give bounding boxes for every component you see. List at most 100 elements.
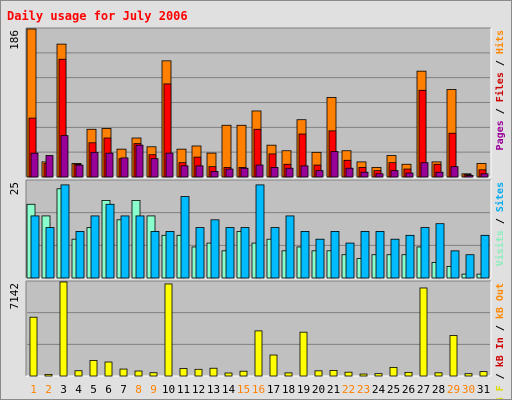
x-tick-label: 5 bbox=[90, 383, 97, 396]
kbytes-bar-kb-f bbox=[269, 354, 278, 377]
x-tick-label: 12 bbox=[192, 383, 205, 396]
side-label-part: / bbox=[495, 102, 506, 120]
visits-bar-sites bbox=[285, 215, 295, 279]
kbytes-bar-kb-f bbox=[329, 369, 338, 377]
visits-bar-sites bbox=[315, 238, 325, 279]
x-tick-label: 8 bbox=[135, 383, 142, 396]
x-tick-label: 25 bbox=[387, 383, 400, 396]
visits-bar-sites bbox=[330, 231, 340, 279]
visits-bar-sites bbox=[60, 184, 70, 279]
x-tick-label: 20 bbox=[312, 383, 325, 396]
hits-bar-pages bbox=[435, 171, 444, 178]
x-tick-label: 26 bbox=[402, 383, 415, 396]
x-tick-label: 15 bbox=[237, 383, 250, 396]
kbytes-bar-kb-f bbox=[29, 316, 38, 377]
kbytes-bar-kb-f bbox=[44, 374, 53, 377]
visits-bar-sites bbox=[75, 231, 85, 279]
visits-bar-sites bbox=[150, 231, 160, 279]
kbytes-bar-kb-f bbox=[404, 371, 413, 377]
x-tick-label: 3 bbox=[60, 383, 67, 396]
visits-bar-sites bbox=[165, 231, 175, 279]
visits-bar-sites bbox=[195, 227, 205, 279]
hits-bar-pages bbox=[315, 170, 324, 178]
kbytes-bar-kb-f bbox=[239, 370, 248, 377]
kbytes-bar-kb-f bbox=[164, 283, 173, 377]
hits-bar-pages bbox=[360, 171, 369, 178]
visits-bar-sites bbox=[405, 234, 415, 279]
hits-bar-pages bbox=[420, 162, 429, 178]
hits-bar-pages bbox=[60, 135, 69, 178]
kbytes-bar-kb-f bbox=[224, 372, 233, 377]
visits-bar-sites bbox=[450, 250, 460, 279]
kbytes-bar-kb-f bbox=[59, 281, 68, 377]
x-tick-label: 4 bbox=[75, 383, 82, 396]
hits-bar-pages bbox=[255, 164, 264, 178]
visits-bar-sites bbox=[210, 219, 220, 279]
x-tick-label: 30 bbox=[462, 383, 475, 396]
kbytes-bar-kb-f bbox=[434, 372, 443, 377]
visits-bar-sites bbox=[480, 234, 490, 279]
kbytes-max-label: 7142 bbox=[8, 283, 21, 310]
visits-bar-sites bbox=[345, 242, 355, 279]
hits-bar-pages bbox=[120, 157, 129, 178]
x-tick-label: 24 bbox=[372, 383, 386, 396]
visits-bar-sites bbox=[300, 231, 310, 279]
visits-bar-sites bbox=[360, 231, 370, 279]
x-tick-label: 9 bbox=[150, 383, 157, 396]
hits-bar-pages bbox=[300, 165, 309, 178]
side-label-part: / bbox=[495, 367, 506, 385]
hits-bar-pages bbox=[150, 158, 159, 178]
x-tick-label: 11 bbox=[177, 383, 190, 396]
kbytes-bar-kb-f bbox=[479, 371, 488, 377]
side-label-part: Hits bbox=[494, 30, 506, 54]
x-tick-label: 10 bbox=[162, 383, 175, 396]
x-tick-label: 16 bbox=[252, 383, 265, 396]
x-tick-label: 1 bbox=[30, 383, 37, 396]
x-tick-label: 7 bbox=[120, 383, 127, 396]
kbytes-bar-kb-f bbox=[344, 371, 353, 377]
kbytes-bar-kb-f bbox=[119, 368, 128, 377]
visits-bar-sites bbox=[270, 227, 280, 279]
kbytes-bar-kb-f bbox=[134, 370, 143, 377]
visits-bar-sites bbox=[180, 196, 190, 279]
side-label-part: kB Out bbox=[495, 283, 506, 319]
kbytes-bar-kb-f bbox=[359, 373, 368, 377]
hits-bar-pages bbox=[375, 173, 384, 178]
hits-bar-pages bbox=[165, 152, 174, 178]
kbytes-bar-kb-f bbox=[419, 287, 428, 377]
visits-bar-sites bbox=[30, 215, 40, 279]
hits-side-label: Pages / Files / Hits bbox=[494, 30, 506, 150]
kbytes-bar-kb-f bbox=[209, 367, 218, 377]
x-tick-label: 14 bbox=[222, 383, 236, 396]
visits-bar-sites bbox=[45, 227, 55, 279]
visits-bar-sites bbox=[105, 203, 115, 279]
kbytes-bar-kb-f bbox=[74, 370, 83, 377]
kbytes-bar-kb-f bbox=[194, 368, 203, 377]
side-label-part: kB In bbox=[495, 337, 506, 367]
visits-bar-sites bbox=[90, 215, 100, 279]
visits-bar-sites bbox=[135, 215, 145, 279]
kbytes-bar-kb-f bbox=[179, 368, 188, 377]
chart-title: Daily usage for July 2006 bbox=[7, 9, 188, 23]
side-label-part: Visits bbox=[494, 230, 506, 266]
visits-bar-sites bbox=[225, 227, 235, 279]
kbytes-bar-kb-f bbox=[254, 330, 263, 377]
visits-bar-sites bbox=[255, 184, 265, 279]
kbytes-bar-kb-f bbox=[314, 370, 323, 377]
visits-bar-sites bbox=[375, 231, 385, 279]
kbytes-side-label: kB F / kB In / kB Out bbox=[495, 283, 506, 399]
hits-bar-pages bbox=[480, 173, 489, 178]
hits-bar-pages bbox=[390, 170, 399, 178]
hits-bar-pages bbox=[45, 155, 54, 178]
kbytes-bar-kb-f bbox=[89, 360, 98, 377]
x-tick-label: 13 bbox=[207, 383, 220, 396]
kbytes-bar-kb-f bbox=[299, 331, 308, 377]
side-label-part: Files bbox=[494, 72, 506, 102]
hits-bar-pages bbox=[330, 151, 339, 178]
side-label-part: / bbox=[495, 54, 506, 72]
hits-bar-pages bbox=[180, 165, 189, 178]
kbytes-bar-kb-f bbox=[149, 372, 158, 377]
x-tick-label: 28 bbox=[432, 383, 445, 396]
